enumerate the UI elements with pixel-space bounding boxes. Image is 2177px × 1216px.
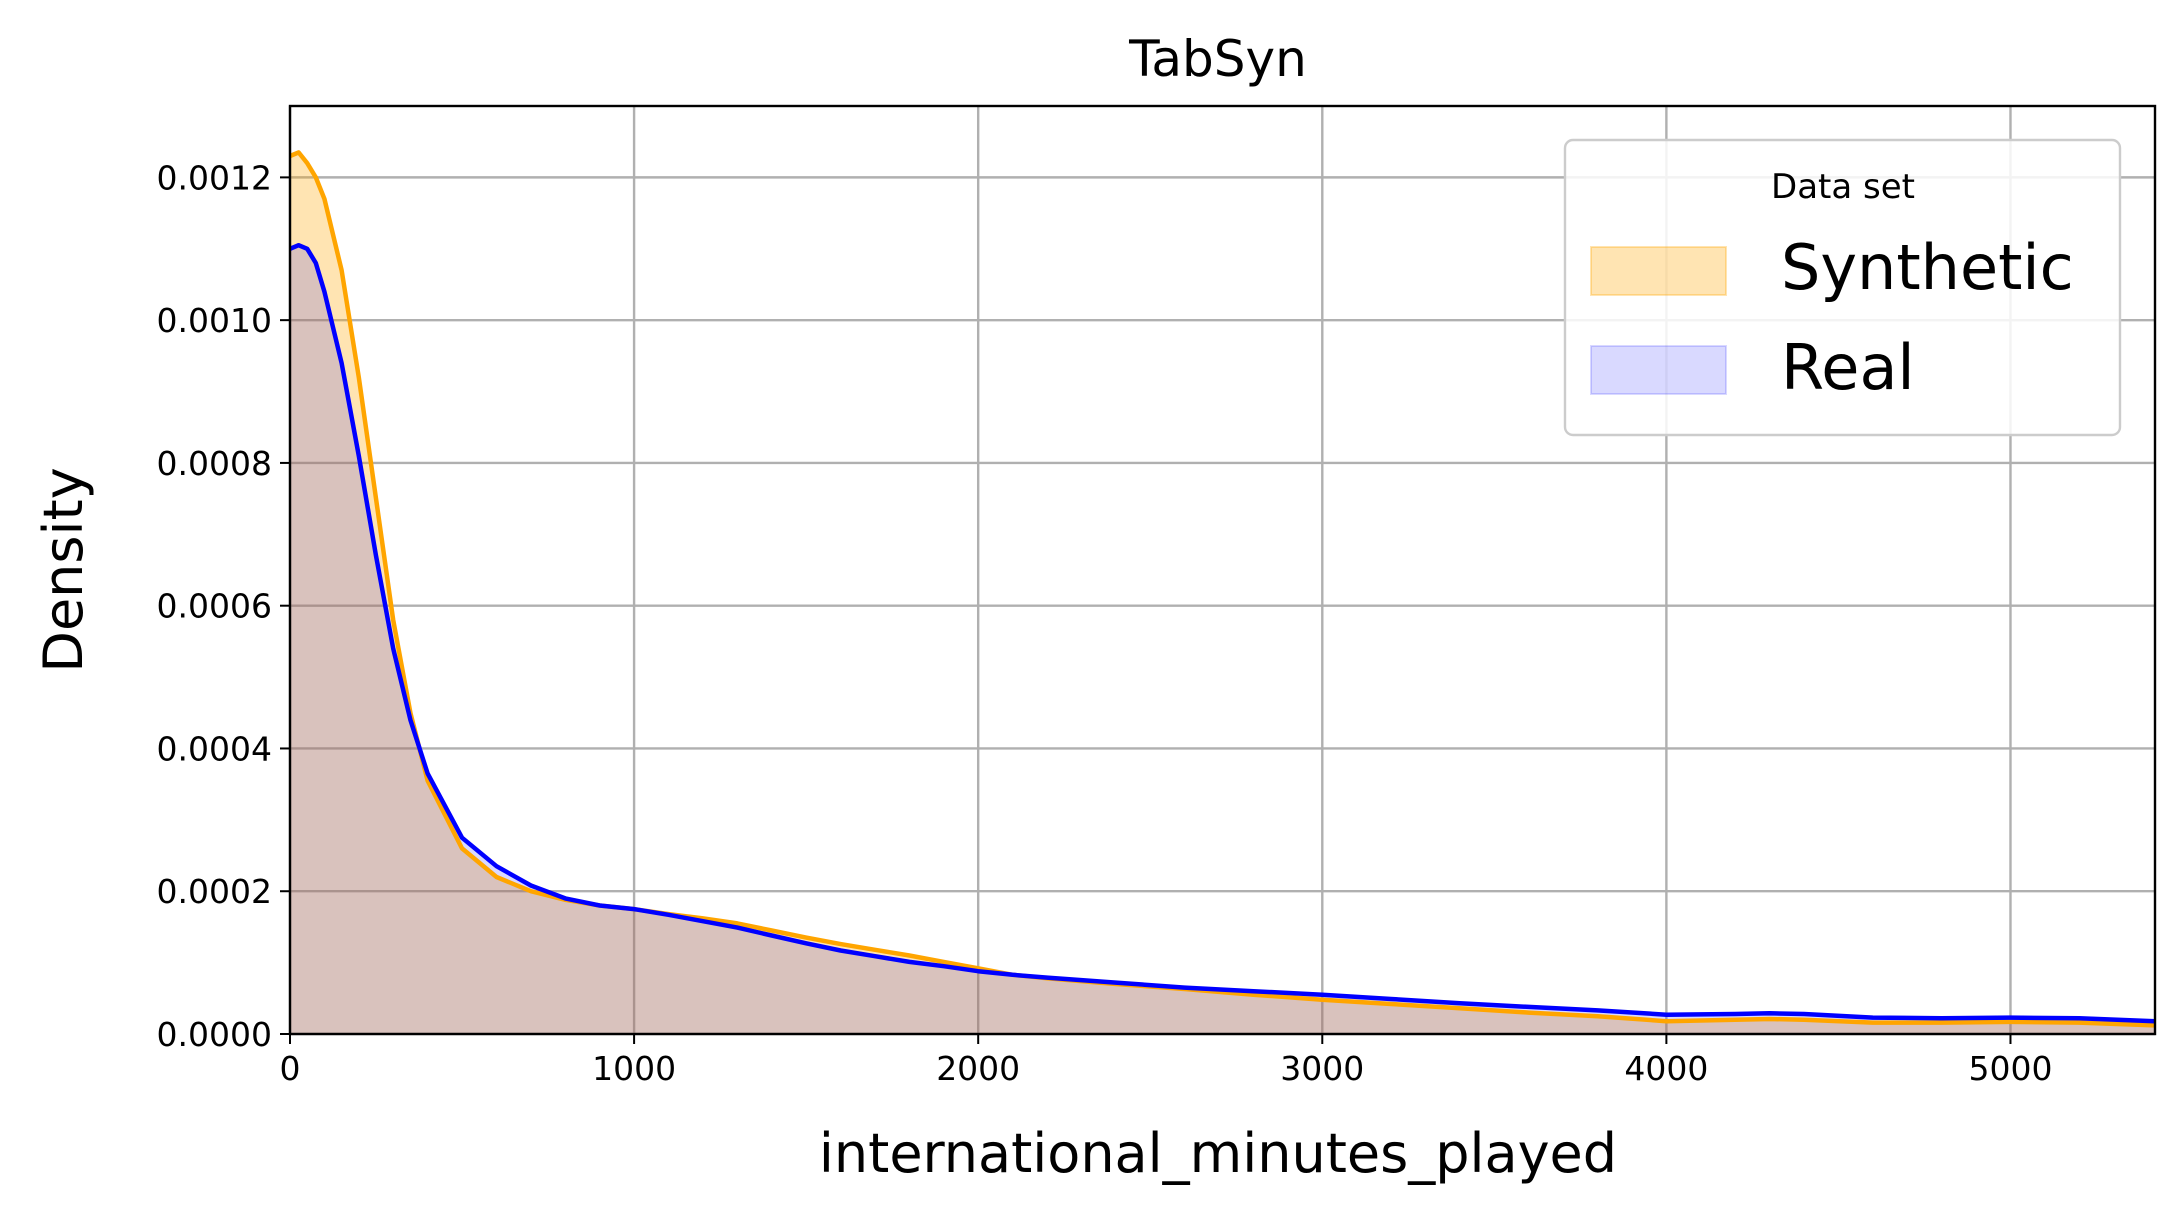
x-tick-label: 1000 <box>592 1049 676 1088</box>
y-axis: 0.0000 0.0002 0.0004 0.0006 0.0008 0.0010 0.00… <box>157 158 290 1054</box>
area-real <box>290 245 2155 1034</box>
chart-title: TabSyn <box>1128 30 1307 88</box>
y-tick-label: 0.0002 <box>157 872 272 911</box>
legend-box <box>1563 138 2122 437</box>
plot-frame <box>288 104 2157 1036</box>
x-tick-label: 4000 <box>1624 1049 1708 1088</box>
y-tick-label: 0.0006 <box>157 587 272 626</box>
x-tick-label: 2000 <box>936 1049 1020 1088</box>
x-tick-label: 0 <box>280 1049 301 1088</box>
legend-swatch-real <box>1590 345 1727 395</box>
x-axis: 0 1000 2000 3000 4000 5000 <box>280 1034 2052 1088</box>
x-tick-label: 3000 <box>1280 1049 1364 1088</box>
legend-swatch-synthetic <box>1590 246 1727 296</box>
line-real <box>289 242 2156 1024</box>
y-tick-label: 0.0004 <box>157 729 272 768</box>
y-tick-label: 0.0012 <box>157 158 272 197</box>
legend-title: Data set <box>1771 167 1915 207</box>
x-axis-label: international_minutes_played <box>819 1122 1617 1185</box>
y-axis-label: Density <box>32 467 95 672</box>
area-synthetic <box>290 152 2155 1034</box>
series-layer <box>289 150 2156 1034</box>
line-synthetic <box>289 150 2156 1028</box>
legend-label-real: Real <box>1781 331 1915 404</box>
y-tick-label: 0.0010 <box>157 301 272 340</box>
y-tick-label: 0.0000 <box>157 1015 272 1054</box>
x-tick-label: 5000 <box>1968 1049 2052 1088</box>
y-tick-label: 0.0008 <box>157 444 272 483</box>
legend: Data set Synthetic Real <box>1563 138 2122 437</box>
legend-label-synthetic: Synthetic <box>1781 231 2074 304</box>
